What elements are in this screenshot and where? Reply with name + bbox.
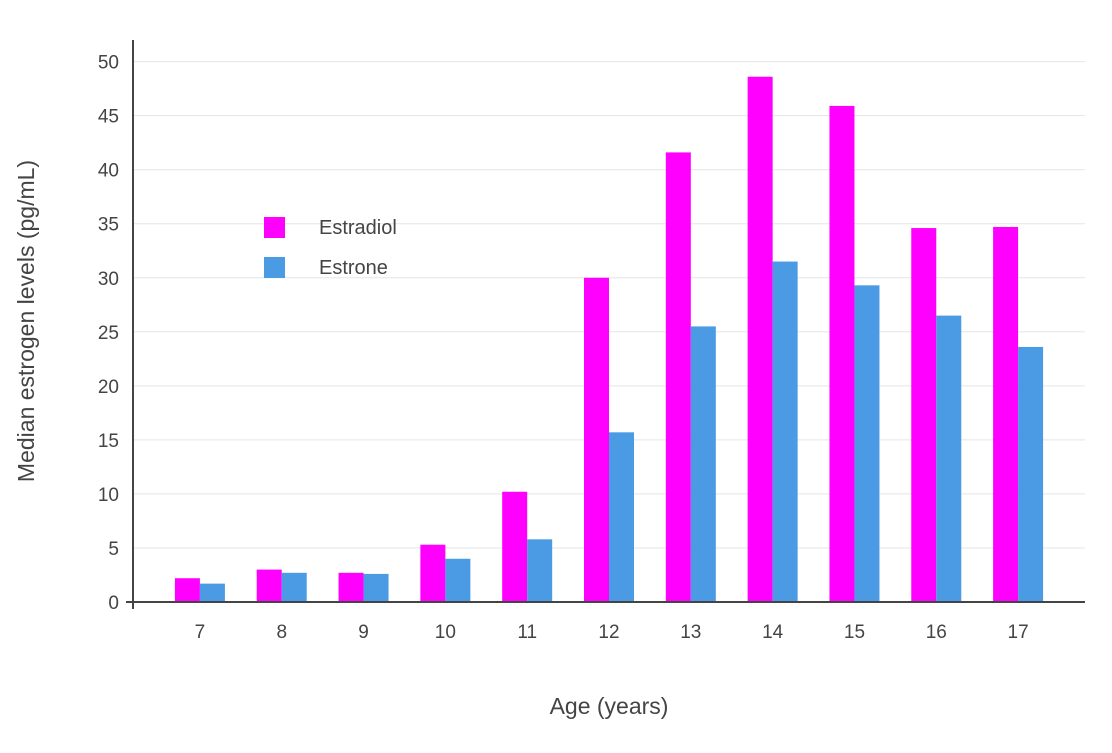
y-tick-label: 5	[108, 539, 119, 560]
bar-estrone-age-17	[1018, 346, 1044, 602]
bar-estradiol-age-10	[420, 544, 446, 602]
bar-estradiol-age-11	[502, 491, 528, 602]
x-tick-label: 14	[762, 622, 784, 643]
bar-estrone-age-16	[936, 315, 962, 602]
legend-swatch-estrone	[264, 257, 285, 278]
bar-estrone-age-7	[199, 583, 225, 602]
x-tick-label: 17	[1008, 622, 1029, 643]
y-tick-label: 0	[108, 593, 119, 614]
bar-estradiol-age-14	[747, 76, 773, 602]
y-tick-label: 35	[98, 215, 119, 236]
bar-estrone-age-11	[527, 539, 553, 602]
bar-estrone-age-8	[281, 572, 307, 602]
x-tick-label: 7	[195, 622, 206, 643]
bar-estrone-age-14	[772, 261, 798, 602]
legend-item-estradiol[interactable]: Estradiol	[264, 217, 397, 239]
bar-estradiol-age-9	[338, 572, 364, 602]
y-tick-label: 10	[98, 485, 119, 506]
x-axis-title: Age (years)	[550, 693, 669, 719]
bar-estrone-age-12	[609, 432, 634, 602]
bar-estrone-age-10	[445, 558, 471, 602]
x-tick-label: 11	[517, 622, 537, 643]
y-tick-label: 20	[98, 377, 119, 398]
y-tick-label: 40	[98, 161, 119, 182]
y-tick-label: 50	[98, 53, 119, 74]
y-tick-label: 30	[98, 269, 119, 290]
x-tick-label: 8	[276, 622, 287, 643]
bar-estradiol-age-12	[584, 277, 609, 602]
legend-swatch-estradiol	[264, 217, 285, 238]
bar-estradiol-age-7	[174, 578, 200, 602]
legend: Estradiol Estrone	[264, 217, 397, 279]
x-tick-label: 10	[435, 622, 456, 643]
y-axis-title: Median estrogen levels (pg/mL)	[13, 160, 39, 482]
x-tick-label: 15	[844, 622, 865, 643]
plot-area: 7 8 9 10 11 12 13 14 15 16 17 0 5 10 15 20 25 30 35 40 45 50	[98, 40, 1085, 643]
y-tick-label: 45	[98, 107, 119, 128]
x-tick-label: 9	[358, 622, 369, 643]
bar-estrone-age-13	[690, 326, 716, 602]
x-tick-label: 13	[680, 622, 701, 643]
bar-estradiol-age-8	[256, 569, 282, 602]
bar-estradiol-age-16	[911, 228, 937, 603]
legend-item-estrone[interactable]: Estrone	[264, 257, 388, 279]
x-tick-label: 16	[926, 622, 947, 643]
bar-estrone-age-9	[363, 573, 389, 602]
bar-estradiol-age-15	[829, 105, 855, 602]
y-tick-label: 25	[98, 323, 119, 344]
y-tick-label: 15	[98, 431, 119, 452]
bar-estrone-age-15	[854, 285, 880, 602]
legend-label-estrone: Estrone	[319, 257, 388, 279]
x-tick-label: 12	[598, 622, 619, 643]
bar-estradiol-age-13	[665, 152, 691, 602]
legend-label-estradiol: Estradiol	[319, 217, 397, 239]
bar-estradiol-age-17	[993, 226, 1019, 602]
